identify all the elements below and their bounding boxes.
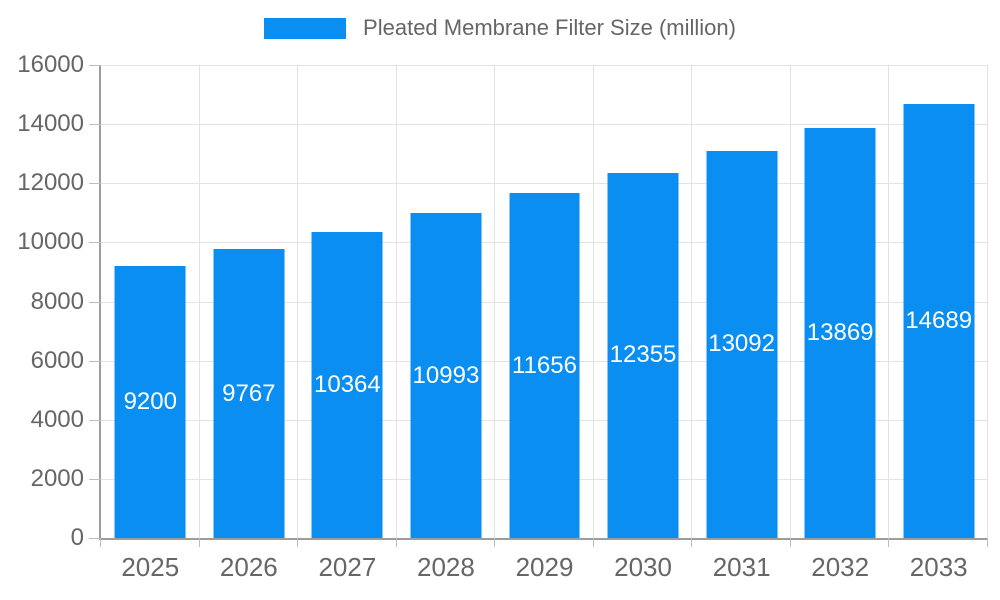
x-tick-mark <box>592 538 594 547</box>
bar-value-label: 12355 <box>609 341 677 369</box>
x-axis: 2025 2026 2027 2028 2029 2030 2031 2032 2033 <box>101 552 988 586</box>
y-tick-mark <box>89 538 101 539</box>
y-tick-label: 2000 <box>30 464 84 492</box>
y-axis: 0 2000 4000 6000 8000 10000 12000 14000 16000 <box>0 51 84 551</box>
y-tick-label: 10000 <box>17 228 84 256</box>
x-axis-line <box>99 538 988 540</box>
v-gridline <box>691 65 693 538</box>
y-tick-mark <box>89 360 101 362</box>
x-tick-label: 2029 <box>515 552 574 582</box>
v-gridline <box>789 65 791 538</box>
x-tick-mark <box>789 538 791 547</box>
v-gridline <box>198 65 200 538</box>
bar[interactable]: 10364 <box>311 231 383 538</box>
bar[interactable]: 9200 <box>114 266 186 538</box>
x-tick-label: 2025 <box>121 552 180 582</box>
bar[interactable]: 10993 <box>410 213 482 538</box>
bar[interactable]: 13869 <box>804 128 876 538</box>
bar-value-label: 13092 <box>708 330 775 358</box>
bar[interactable]: 11656 <box>509 193 580 538</box>
bar-value-label: 10364 <box>313 370 381 398</box>
y-tick-label: 8000 <box>30 287 84 315</box>
y-tick-label: 16000 <box>17 51 84 78</box>
y-tick-label: 6000 <box>30 346 84 374</box>
v-gridline <box>592 65 594 538</box>
x-tick-label: 2030 <box>614 552 672 582</box>
h-gridline <box>101 183 988 185</box>
x-tick-label: 2032 <box>811 552 870 582</box>
x-tick-label: 2033 <box>909 552 968 582</box>
v-gridline <box>297 65 299 538</box>
y-tick-label: 14000 <box>17 110 84 138</box>
bar-value-label: 13869 <box>806 319 874 346</box>
y-tick-label: 12000 <box>17 169 84 197</box>
v-gridline <box>395 65 397 538</box>
bar[interactable]: 13092 <box>706 150 778 538</box>
v-gridline <box>888 65 890 538</box>
h-gridline <box>101 124 988 126</box>
bar-value-label: 14689 <box>905 306 973 334</box>
x-tick-mark <box>395 538 397 547</box>
legend-swatch <box>264 17 347 39</box>
x-tick-label: 2026 <box>219 552 278 582</box>
y-tick-label: 4000 <box>30 405 84 433</box>
y-tick-mark <box>89 478 101 480</box>
legend-label: Pleated Membrane Filter Size (million) <box>363 15 736 40</box>
bar-value-label: 9200 <box>123 388 177 416</box>
x-tick-mark <box>297 538 299 547</box>
bar-value-label: 10993 <box>412 361 480 389</box>
bar[interactable]: 14689 <box>903 103 975 538</box>
x-tick-mark <box>888 538 890 547</box>
x-tick-mark <box>691 538 693 547</box>
y-tick-mark <box>89 124 101 126</box>
x-tick-mark <box>494 538 496 547</box>
bar-value-label: 9767 <box>222 379 276 407</box>
x-tick-mark <box>987 538 988 547</box>
plot-area: 9200 9767 10364 10993 11656 12355 13092 13869 14… <box>89 65 988 547</box>
h-gridline <box>101 65 988 66</box>
y-tick-mark <box>89 242 101 244</box>
x-tick-label: 2027 <box>318 552 377 582</box>
bar-value-label: 11656 <box>512 351 577 379</box>
x-tick-mark <box>198 538 200 547</box>
legend[interactable]: Pleated Membrane Filter Size (million) <box>0 15 1000 41</box>
bar[interactable]: 12355 <box>607 172 679 538</box>
v-gridline <box>987 65 988 538</box>
y-tick-label: 0 <box>70 524 84 551</box>
x-tick-mark <box>100 538 101 547</box>
y-tick-mark <box>89 301 101 303</box>
y-tick-mark <box>89 65 101 66</box>
v-gridline <box>494 65 496 538</box>
y-tick-mark <box>89 183 101 185</box>
y-tick-mark <box>89 419 101 421</box>
bar[interactable]: 9767 <box>213 249 285 538</box>
x-tick-label: 2028 <box>417 552 475 582</box>
x-tick-label: 2031 <box>712 552 771 582</box>
